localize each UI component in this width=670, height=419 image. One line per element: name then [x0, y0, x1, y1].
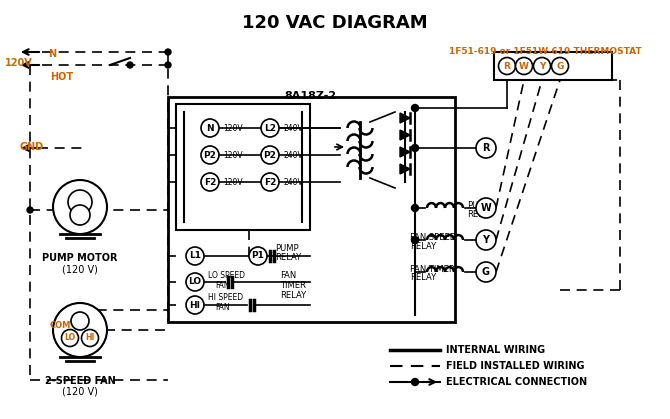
Text: 120V: 120V	[5, 58, 33, 68]
Circle shape	[27, 207, 33, 213]
Text: L2: L2	[264, 124, 276, 132]
Text: 8A18Z-2: 8A18Z-2	[284, 91, 336, 101]
Text: 240V: 240V	[283, 150, 303, 160]
Bar	[168, 97, 455, 322]
Circle shape	[186, 273, 204, 291]
Circle shape	[476, 262, 496, 282]
Text: 2-SPEED FAN: 2-SPEED FAN	[45, 376, 115, 386]
Bar	[176, 104, 310, 230]
Text: FAN: FAN	[280, 271, 296, 279]
Text: 1F51-619 or 1F51W-619 THERMOSTAT: 1F51-619 or 1F51W-619 THERMOSTAT	[449, 47, 641, 56]
Text: 120 VAC DIAGRAM: 120 VAC DIAGRAM	[242, 14, 428, 32]
Text: L1: L1	[189, 251, 201, 261]
Polygon shape	[400, 113, 410, 123]
Circle shape	[70, 205, 90, 225]
Text: FAN: FAN	[215, 280, 230, 290]
Text: 120V: 120V	[223, 150, 243, 160]
Text: FAN: FAN	[215, 303, 230, 313]
Text: HI: HI	[190, 300, 200, 310]
Text: N: N	[206, 124, 214, 132]
Circle shape	[201, 146, 219, 164]
Text: HI: HI	[85, 334, 94, 342]
Text: R: R	[482, 143, 490, 153]
Text: (120 V): (120 V)	[62, 387, 98, 397]
Circle shape	[201, 173, 219, 191]
Text: INTERNAL WIRING: INTERNAL WIRING	[446, 345, 545, 355]
Circle shape	[127, 62, 133, 68]
Text: (120 V): (120 V)	[62, 264, 98, 274]
Circle shape	[261, 119, 279, 137]
Text: RELAY: RELAY	[467, 210, 493, 218]
Text: PUMP: PUMP	[275, 243, 299, 253]
Text: LO: LO	[64, 334, 76, 342]
Text: FIELD INSTALLED WIRING: FIELD INSTALLED WIRING	[446, 361, 584, 371]
Polygon shape	[400, 164, 410, 174]
Circle shape	[515, 57, 533, 75]
Circle shape	[411, 378, 419, 385]
Circle shape	[165, 62, 171, 68]
Text: ELECTRICAL CONNECTION: ELECTRICAL CONNECTION	[446, 377, 587, 387]
Text: G: G	[556, 62, 563, 70]
Circle shape	[68, 190, 92, 214]
Circle shape	[498, 57, 515, 75]
Circle shape	[476, 230, 496, 250]
Text: N: N	[48, 49, 56, 59]
Circle shape	[201, 119, 219, 137]
Text: FAN TIMER: FAN TIMER	[410, 264, 455, 274]
Circle shape	[53, 180, 107, 234]
Text: R: R	[504, 62, 511, 70]
Text: RELAY: RELAY	[280, 290, 306, 300]
Circle shape	[411, 236, 419, 243]
Text: G: G	[482, 267, 490, 277]
Text: RELAY: RELAY	[410, 274, 436, 282]
Circle shape	[165, 49, 171, 55]
Circle shape	[249, 247, 267, 265]
Text: P2: P2	[263, 150, 277, 160]
Circle shape	[411, 104, 419, 111]
Text: 120V: 120V	[223, 178, 243, 186]
Text: FAN SPEED: FAN SPEED	[410, 233, 456, 241]
Bar	[494, 52, 612, 80]
Text: W: W	[480, 203, 491, 213]
Text: GND: GND	[20, 142, 44, 152]
Text: LO SPEED: LO SPEED	[208, 271, 245, 279]
Circle shape	[82, 329, 98, 347]
Text: HI SPEED: HI SPEED	[208, 293, 243, 303]
Polygon shape	[400, 147, 410, 157]
Text: PUMP: PUMP	[467, 201, 490, 210]
Text: COM: COM	[50, 321, 72, 329]
Text: 240V: 240V	[283, 124, 303, 132]
Circle shape	[476, 138, 496, 158]
Circle shape	[261, 146, 279, 164]
Text: TIMER: TIMER	[280, 280, 306, 290]
Circle shape	[261, 173, 279, 191]
Circle shape	[186, 296, 204, 314]
Text: F2: F2	[264, 178, 276, 186]
Text: 120V: 120V	[223, 124, 243, 132]
Circle shape	[411, 204, 419, 212]
Circle shape	[533, 57, 551, 75]
Text: P1: P1	[251, 251, 265, 261]
Circle shape	[476, 198, 496, 218]
Circle shape	[551, 57, 569, 75]
Circle shape	[411, 145, 419, 152]
Text: W: W	[519, 62, 529, 70]
Polygon shape	[400, 130, 410, 140]
Text: HOT: HOT	[50, 72, 73, 82]
Circle shape	[53, 303, 107, 357]
Text: Y: Y	[482, 235, 490, 245]
Text: Y: Y	[539, 62, 545, 70]
Text: F2: F2	[204, 178, 216, 186]
Text: RELAY: RELAY	[410, 241, 436, 251]
Circle shape	[62, 329, 78, 347]
Text: PUMP MOTOR: PUMP MOTOR	[42, 253, 118, 263]
Circle shape	[186, 247, 204, 265]
Circle shape	[71, 312, 89, 330]
Text: 240V: 240V	[283, 178, 303, 186]
Text: P2: P2	[204, 150, 216, 160]
Text: RELAY: RELAY	[275, 253, 301, 262]
Text: LO: LO	[188, 277, 202, 287]
